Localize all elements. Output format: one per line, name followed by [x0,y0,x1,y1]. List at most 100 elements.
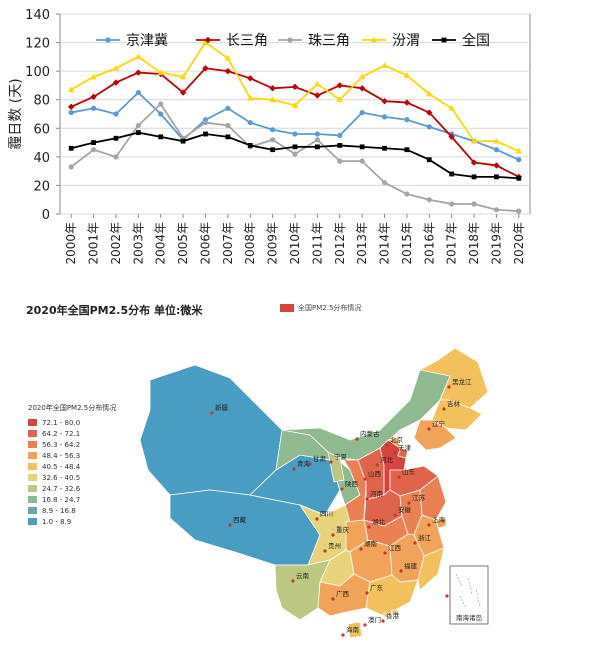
data-point [157,69,164,75]
province-dot [447,385,451,389]
province-label: 上海 [432,515,446,524]
province-dot [291,579,295,583]
legend-item: 汾渭 [362,33,420,49]
scale-legend-swatch [28,419,37,426]
data-point [470,137,478,144]
province-dot [292,467,296,471]
data-point [291,83,299,91]
province-澳门 [383,612,389,618]
province-dot [445,594,449,598]
province-dot [381,619,385,623]
scale-legend-swatch [28,518,37,525]
x-tick-label: 2007年 [221,222,235,265]
data-point [202,39,209,45]
data-point [493,207,500,213]
y-tick-label: 120 [25,37,50,52]
scale-legend-label: 40.5 - 48.4 [42,462,81,471]
province-label: 河北 [380,456,394,464]
data-point [292,131,298,137]
data-point [91,140,96,145]
data-point [493,137,500,144]
legend-label: 汾渭 [392,33,420,49]
data-point [358,85,366,92]
x-tick-label: 2009年 [266,222,280,265]
province-dot [367,525,371,529]
data-point [90,105,97,111]
data-point [337,143,343,148]
data-point [269,85,276,92]
data-point [314,92,321,99]
x-tick-label: 2011年 [310,222,324,265]
province-福建 [417,547,445,591]
province-label: 香港 [386,611,400,620]
legend-label: 长三角 [226,33,268,49]
data-point [113,111,119,117]
scale-legend-swatch [28,496,37,503]
province-label: 海南 [346,625,360,634]
y-axis-label: 霾日数 (天) [8,78,24,149]
province-海南 [347,621,363,639]
x-tick-label: 2012年 [333,222,347,265]
scale-legend-label: 8.9 - 16.8 [42,506,76,515]
scale-legend-label: 48.4 - 56.3 [42,451,81,460]
scale-legend-swatch [28,474,37,481]
data-point [516,175,522,181]
scale-legend-row: 64.2 - 72.1 [28,428,116,439]
x-tick-label: 2001年 [87,222,101,265]
pm25-scale-legend: 2020年全国PM2.5分布情况 72.1 - 80.0 64.2 - 72.1 5… [28,403,116,527]
legend-label: 京津冀 [126,33,168,49]
data-point [291,102,299,108]
province-label: 青海 [297,459,311,468]
scale-legend-label: 72.1 - 80.0 [42,418,81,427]
data-point [292,151,298,157]
province-dot [331,597,335,601]
province-dot [393,513,397,517]
province-label: 甘肃 [313,454,327,463]
data-point [179,73,187,80]
province-label: 新疆 [215,403,229,412]
data-point [404,117,410,123]
y-tick-label: 40 [33,151,50,166]
y-tick-label: 80 [33,94,50,109]
scale-legend-label: 32.6 - 40.5 [42,473,81,482]
x-tick-label: 2015年 [400,222,414,265]
scale-legend-label: 56.3 - 64.2 [42,440,81,449]
map-title: 2020年全国PM2.5分布 单位:微米 [26,304,203,317]
data-point [515,147,523,154]
x-tick-label: 2005年 [176,222,190,265]
province-label: 广西 [336,589,350,598]
data-point [180,138,186,144]
province-dot [365,497,369,501]
data-point [202,65,209,72]
y-tick-label: 20 [33,179,50,194]
province-dot [427,523,431,527]
x-tick-label: 2017年 [445,222,459,265]
x-tick-label: 2006年 [198,222,212,265]
x-tick-label: 2014年 [378,222,392,265]
scale-legend-row: 48.4 - 56.3 [28,450,116,461]
province-dot [331,533,335,537]
data-point [68,145,74,151]
data-point [105,37,111,43]
province-label: 内蒙古 [360,429,380,438]
data-point [381,62,388,68]
data-point [112,64,120,71]
scale-legend-label: 16.8 - 24.7 [42,495,81,504]
data-point [135,89,141,96]
data-point [247,119,253,126]
inset-label: 南海诸岛 [456,613,482,622]
data-point [470,159,478,166]
data-point [404,147,410,153]
province-dot [315,517,319,521]
series-珠三角 [68,101,522,214]
data-point [247,75,254,82]
map-legend: 全国PM2.5分布情况 [280,303,361,313]
data-point [113,154,119,160]
province-dot [363,623,367,627]
province-label: 云南 [296,571,310,580]
legend-item: 全国 [432,32,490,49]
province-dot [427,427,431,431]
province-dot [210,411,214,415]
scale-legend-label: 24.7 - 32.6 [42,484,81,493]
